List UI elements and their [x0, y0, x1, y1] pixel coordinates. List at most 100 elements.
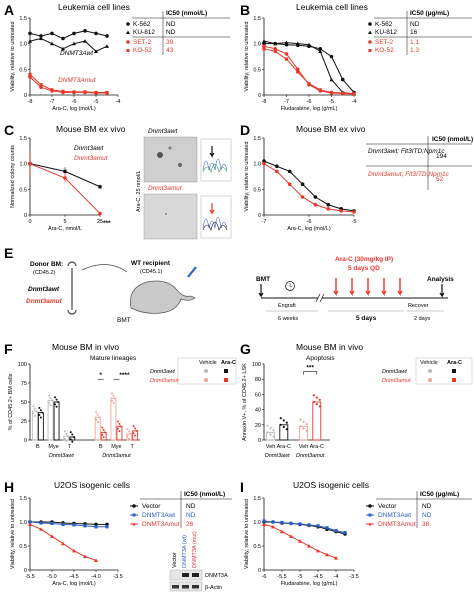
panel-f-dot [41, 411, 44, 414]
panel-d-xtick-label: -7 [262, 219, 267, 225]
panel-a-ic50-header: IC50 (nmol/L) [166, 10, 207, 17]
panel-g-legend-row-mut: Dnmt3amut [382, 378, 411, 384]
panel-b-point-ko-52 [307, 82, 311, 86]
panel-f-legend-arac: Ara-C [221, 360, 236, 366]
panel-a-point-k-562 [105, 34, 109, 38]
panel-f-subtitle: Mature lineages [90, 355, 137, 362]
panel-i-point-dnmt3amut [298, 539, 302, 543]
panel-d-line-dnmt3awt-flt3itd-npm1c [263, 160, 355, 212]
panel-c-point-dnmt3amut [63, 176, 67, 180]
panel-d-point-dnmt3awt-flt3itd-npm1c [262, 159, 266, 163]
panel-f-legend-vehicle: Vehicle [199, 360, 217, 366]
clock-icon [285, 281, 295, 291]
panel-f-group-mut: Dnmt3amut [102, 453, 131, 459]
panel-f-ylabel: % of CD45.2+ BM cells [8, 373, 14, 430]
bmt-label: BMT [117, 317, 131, 324]
panel-g-sig: *** [306, 365, 314, 372]
blot-row-dnmt3a: DNMT3A [205, 573, 228, 579]
panel-d-line-dnmt3amut-flt3itd-npm1c [263, 163, 355, 213]
panel-b-point-ku-812 [262, 39, 266, 43]
panel-f-dot [110, 399, 113, 402]
panel-g-bar-ara-c [312, 401, 322, 441]
panel-g-legend-arac: Ara-C [447, 360, 462, 366]
panel-d-point-dnmt3amut-flt3itd-npm1c [287, 182, 292, 186]
panel-c-xtick-label: 5 [63, 219, 66, 225]
panel-i-point-dnmt3amut [271, 524, 275, 529]
panel-i-xtick-label: -5 [298, 574, 303, 580]
panel-b-title: Leukemia cell lines [296, 2, 368, 12]
panel-f-dot [110, 392, 113, 395]
panel-a-point-ko-52 [39, 83, 43, 87]
panel-g-dot [282, 425, 285, 429]
panel-b-point-ko-52 [296, 70, 300, 74]
panel-h-point-dnmt3awt [105, 525, 109, 529]
panel-h-point-dnmt3amut [72, 548, 76, 553]
panel-h-ytick-label: 1.5 [19, 496, 27, 502]
panel-h-line-dnmt3awt [29, 521, 107, 528]
panel-c-ytick-label: 0 [24, 213, 27, 219]
panel-a-ic50-ku812: ND [166, 29, 176, 36]
panel-f-bar-arac [37, 412, 44, 441]
panel-a-line-ko-52 [29, 74, 107, 93]
panel-g-dot [266, 431, 269, 434]
panel-a-point-ko-52 [72, 90, 76, 94]
panel-b-point-ko-52 [318, 88, 322, 92]
panel-g-dot [272, 429, 275, 432]
panel-g-sig-bracket [303, 371, 318, 375]
panel-f-bar-arac [100, 431, 107, 441]
panel-b-point-ko-52 [284, 57, 289, 61]
recipient-label: WT recipient [131, 260, 171, 267]
panel-d-point-dnmt3awt-flt3itd-npm1c [326, 202, 331, 207]
panel-f-dot [69, 438, 72, 441]
timeline-analysis: Analysis [427, 276, 454, 283]
panel-f-dot [63, 437, 66, 440]
panel-a-ytick-label: 0 [24, 93, 27, 99]
panel-i-point-dnmt3awt [325, 526, 329, 530]
panel-a-xlabel: Ara-C, log (mol/L) [52, 106, 96, 112]
panel-d-ic50-header: IC50 (nmol/L) [432, 136, 473, 143]
panel-i-point-dnmt3awt [280, 520, 284, 525]
panel-f-legend: Vehicle Ara-C Dnmt3awt Dnmt3amut [150, 357, 237, 385]
panel-b-ytick-label: 1.5 [253, 16, 261, 22]
panel-b-xtick-label: -8 [262, 99, 267, 105]
panel-a-point-k-562 [28, 31, 32, 36]
panel-g-ytick-label: 0 [258, 438, 261, 444]
panel-letter-h: H [4, 479, 14, 495]
panel-f-group-wt: Dnmt3awt [49, 453, 74, 459]
panel-c-ytick-label: 1.5 [19, 136, 27, 142]
panel-f-ytick-label: 100 [18, 362, 27, 368]
panel-h-line-vector [30, 521, 107, 525]
donor-mut-label: Dnmt3amut [26, 298, 63, 305]
panel-c-ytick-label: 0.5 [19, 187, 27, 193]
panel-d-point-dnmt3amut-flt3itd-npm1c [262, 161, 266, 166]
panel-f-dot [102, 436, 105, 439]
panel-d-point-dnmt3amut-flt3itd-npm1c [326, 207, 331, 211]
panel-i-ic50-wt: ND [422, 512, 432, 519]
panel-i-ytick-label: 1.0 [253, 520, 261, 526]
panel-letter-g: G [240, 341, 251, 357]
panel-letter-b: B [240, 2, 250, 18]
panel-b-legend-set2: SET-2 [375, 39, 393, 46]
panel-b-ic50-set2: 1.1 [410, 39, 419, 46]
panel-d-point-dnmt3awt-flt3itd-npm1c [300, 182, 305, 186]
panel-a-point-ku-812 [61, 46, 65, 51]
panel-f-dot [95, 411, 98, 414]
panel-g-dot [305, 423, 308, 426]
panel-f-dot [96, 413, 99, 416]
panel-f-dot [134, 434, 137, 437]
panel-a-mut-label: DNMT3Amut [58, 77, 97, 84]
panel-a-ytick-label: 1.0 [19, 42, 27, 48]
panel-h-xtick-label: -4.0 [91, 574, 100, 580]
panel-f-dot [126, 428, 129, 431]
panel-i-point-dnmt3amut [289, 534, 293, 538]
panel-f-bar-vehicle [126, 433, 133, 441]
panel-h-point-dnmt3amut [50, 534, 54, 538]
panel-i-legend-vector: Vector [378, 503, 397, 510]
panel-d-point-dnmt3amut-flt3itd-npm1c [275, 169, 279, 174]
donor-wt-label: Dnmt3awt [28, 286, 60, 293]
panel-f-dot [101, 433, 104, 436]
photo-mut-label: Dnmt3amut [148, 185, 183, 192]
panel-f-dot [54, 396, 57, 399]
panel-letter-a: A [4, 2, 14, 18]
panel-h-point-dnmt3awt [72, 523, 76, 527]
